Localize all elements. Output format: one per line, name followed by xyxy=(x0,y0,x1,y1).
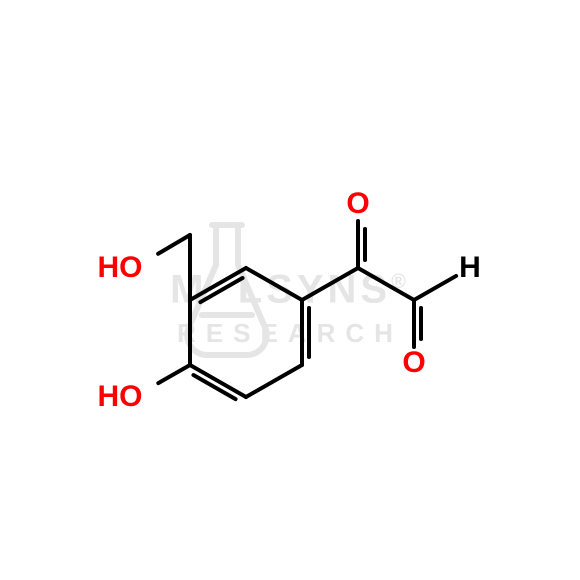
molecule-diagram xyxy=(0,0,580,580)
atom-HO-upper: HO xyxy=(98,253,143,283)
atom-H: H xyxy=(459,253,481,283)
atom-HO-lower: HO xyxy=(98,382,143,412)
atom-O-bottom: O xyxy=(402,348,425,378)
atom-O-top: O xyxy=(346,189,369,219)
canvas: M LSYNS® RESEARCH O O H HO HO xyxy=(0,0,580,580)
